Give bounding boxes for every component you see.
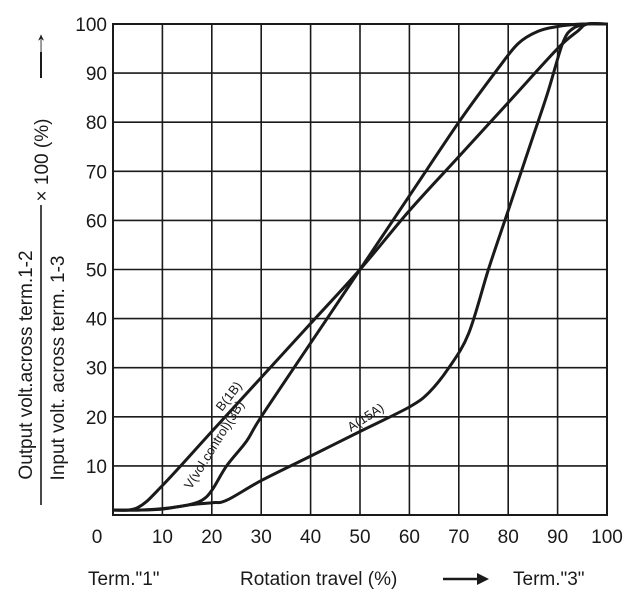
footer-arrow-head bbox=[477, 573, 489, 585]
y-tick-label: 10 bbox=[86, 457, 107, 478]
y-tick-label: 60 bbox=[86, 211, 107, 232]
x-tick-label: 50 bbox=[349, 527, 370, 548]
curve-b-1b bbox=[112, 22, 608, 512]
y-tick-label: 100 bbox=[75, 15, 107, 36]
x-tick-label: 60 bbox=[399, 527, 420, 548]
x-tick-label: 30 bbox=[251, 527, 272, 548]
y-tick-label: 80 bbox=[86, 113, 107, 134]
y-tick-label: 50 bbox=[86, 261, 107, 282]
curve-label-v: V(vol.control)(3B) bbox=[181, 398, 247, 492]
curve-a-15a bbox=[112, 22, 608, 512]
y-axis-multiplier: × 100 (%) bbox=[32, 119, 53, 202]
x-tick-labels: 0 10 20 30 40 50 60 70 80 90 100 bbox=[92, 527, 623, 548]
y-tick-label: 90 bbox=[86, 64, 107, 85]
footer-term-3: Term."3" bbox=[513, 569, 585, 590]
y-tick-label: 70 bbox=[86, 162, 107, 183]
y-axis-numerator: Output volt.across term.1-2 bbox=[16, 250, 37, 479]
y-axis-denominator: Input volt. across term. 1-3 bbox=[48, 256, 69, 481]
curves bbox=[112, 22, 608, 512]
y-tick-label: 30 bbox=[86, 359, 107, 380]
footer-rotation-travel: Rotation travel (%) bbox=[240, 569, 397, 590]
x-tick-label: 10 bbox=[152, 527, 173, 548]
footer-term-1: Term."1" bbox=[88, 569, 160, 590]
plot-frame bbox=[112, 23, 608, 516]
x-tick-label: 0 bbox=[92, 527, 103, 548]
y-tick-label: 20 bbox=[86, 408, 107, 429]
y-tick-labels: 10 20 30 40 50 60 70 80 90 100 bbox=[75, 15, 107, 478]
x-tick-label: 100 bbox=[591, 527, 623, 548]
y-axis-arrow: ↑ bbox=[36, 23, 46, 63]
x-axis-footer: Term."1" Rotation travel (%) Term."3" bbox=[88, 569, 585, 590]
x-tick-label: 20 bbox=[201, 527, 222, 548]
x-tick-label: 80 bbox=[498, 527, 519, 548]
y-tick-label: 40 bbox=[86, 310, 107, 331]
y-axis-label: ↑ × 100 (%) Output volt.across term.1-2 … bbox=[16, 23, 69, 505]
x-tick-label: 70 bbox=[448, 527, 469, 548]
x-tick-label: 40 bbox=[300, 527, 321, 548]
x-tick-label: 90 bbox=[547, 527, 568, 548]
